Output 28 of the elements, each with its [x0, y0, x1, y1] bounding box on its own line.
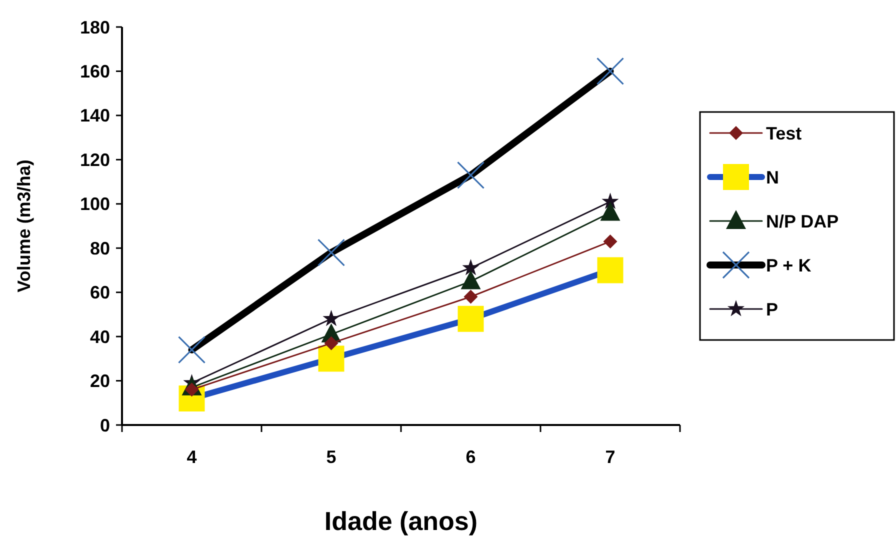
- y-tick-label: 0: [100, 415, 110, 436]
- point: [324, 336, 338, 350]
- y-tick-label: 180: [80, 17, 110, 38]
- point: [603, 234, 618, 248]
- y-tick-label: 140: [80, 106, 110, 126]
- point: [460, 270, 481, 290]
- legend-label: N/P DAP: [766, 211, 839, 232]
- x-tick-label: 7: [605, 447, 616, 467]
- y-tick-label: 40: [90, 326, 110, 347]
- x-tick-label: 5: [326, 447, 336, 467]
- y-tick-label: 60: [90, 282, 110, 303]
- y-axis-title: Volume (m3/ha): [14, 160, 34, 292]
- legend-label: N: [766, 167, 779, 188]
- y-tick-label: 100: [80, 194, 110, 214]
- y-tick-label: 20: [90, 371, 110, 392]
- y-tick-label: 160: [80, 62, 110, 82]
- x-axis-title: Idade (anos): [324, 506, 478, 536]
- legend-label: P: [766, 299, 778, 320]
- x-tick-label: 6: [466, 447, 476, 467]
- point: [600, 202, 620, 221]
- point: [322, 310, 340, 326]
- point: [462, 259, 480, 276]
- legend-label: P + K: [766, 255, 812, 276]
- y-tick-label: 120: [80, 150, 110, 170]
- x-tick-label: 4: [186, 447, 197, 467]
- legend-label: Test: [766, 123, 802, 144]
- point: [464, 290, 478, 304]
- y-tick-label: 80: [90, 238, 110, 258]
